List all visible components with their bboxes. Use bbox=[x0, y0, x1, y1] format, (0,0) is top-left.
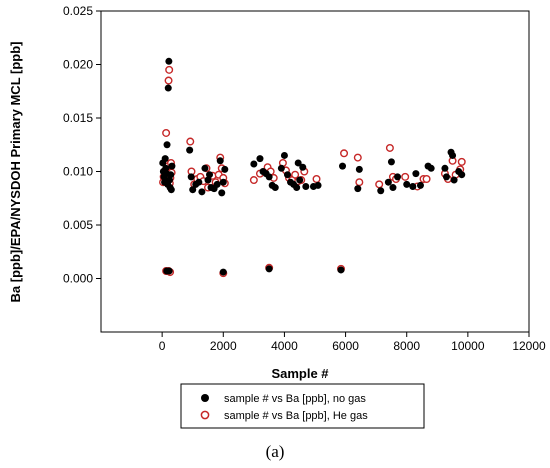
data-point-he-gas bbox=[165, 65, 174, 74]
data-point-no-gas bbox=[165, 176, 173, 184]
data-point-no-gas bbox=[387, 158, 395, 166]
data-point-no-gas bbox=[450, 176, 458, 184]
data-point-no-gas bbox=[271, 184, 279, 192]
data-point-no-gas bbox=[165, 57, 173, 65]
data-point-no-gas bbox=[302, 182, 310, 190]
legend-label-no-gas: sample # vs Ba [ppb], no gas bbox=[224, 393, 366, 405]
data-point-no-gas bbox=[412, 170, 420, 178]
data-point-no-gas bbox=[441, 164, 449, 172]
data-point-he-gas bbox=[340, 149, 349, 158]
data-point-he-gas bbox=[385, 143, 394, 152]
legend-box bbox=[180, 383, 425, 429]
x-tick-label: 8000 bbox=[393, 339, 420, 353]
data-point-no-gas bbox=[165, 267, 173, 275]
data-point-he-gas bbox=[401, 172, 410, 181]
data-point-no-gas bbox=[354, 185, 362, 193]
data-point-no-gas bbox=[161, 155, 169, 163]
data-point-no-gas bbox=[164, 84, 172, 92]
data-point-no-gas bbox=[206, 171, 214, 179]
data-point-no-gas bbox=[168, 162, 176, 170]
data-point-no-gas bbox=[394, 173, 402, 181]
data-point-no-gas bbox=[427, 164, 435, 172]
data-point-no-gas bbox=[355, 165, 363, 173]
data-point-he-gas bbox=[186, 137, 195, 146]
data-point-he-gas bbox=[375, 180, 384, 189]
data-point-no-gas bbox=[403, 180, 411, 188]
data-point-no-gas bbox=[201, 164, 209, 172]
data-point-no-gas bbox=[250, 160, 258, 168]
y-tick-label: 0.000 bbox=[63, 272, 93, 286]
data-point-no-gas bbox=[299, 163, 307, 171]
data-point-no-gas bbox=[198, 188, 206, 196]
data-point-no-gas bbox=[389, 184, 397, 192]
data-point-no-gas bbox=[294, 159, 302, 167]
y-tick-label: 0.010 bbox=[63, 165, 93, 179]
x-axis-title: Sample # bbox=[271, 366, 329, 381]
y-tick-label: 0.025 bbox=[63, 4, 93, 18]
series-no-gas bbox=[159, 57, 466, 276]
data-point-no-gas bbox=[280, 151, 288, 159]
data-point-no-gas bbox=[218, 189, 226, 197]
x-tick-label: 2000 bbox=[210, 339, 237, 353]
data-point-he-gas bbox=[353, 153, 362, 162]
data-point-no-gas bbox=[409, 182, 417, 190]
x-tick-label: 6000 bbox=[332, 339, 359, 353]
data-point-no-gas bbox=[195, 178, 203, 186]
data-point-no-gas bbox=[458, 171, 466, 179]
data-point-no-gas bbox=[187, 173, 195, 181]
data-point-no-gas bbox=[283, 171, 291, 179]
data-point-no-gas bbox=[277, 164, 285, 172]
data-point-no-gas bbox=[339, 162, 347, 170]
legend-label-he-gas: sample # vs Ba [ppb], He gas bbox=[224, 410, 368, 422]
data-point-no-gas bbox=[219, 268, 227, 276]
data-point-he-gas bbox=[355, 178, 364, 187]
data-point-he-gas bbox=[291, 170, 300, 179]
y-axis-title: Ba [ppb]/EPA/NYSDOH Primary MCL [ppb] bbox=[8, 42, 23, 303]
data-point-no-gas bbox=[442, 173, 450, 181]
legend-marker-no-gas bbox=[201, 394, 209, 402]
data-point-no-gas bbox=[186, 146, 194, 154]
data-point-no-gas bbox=[189, 186, 197, 194]
data-point-no-gas bbox=[296, 176, 304, 184]
data-point-no-gas bbox=[167, 171, 175, 179]
x-tick-label: 4000 bbox=[271, 339, 298, 353]
y-axis: 0.000 0.005 0.010 0.015 0.020 0.025 bbox=[63, 4, 101, 286]
data-point-no-gas bbox=[314, 181, 322, 189]
y-tick-label: 0.020 bbox=[63, 58, 93, 72]
data-point-no-gas bbox=[256, 155, 264, 163]
data-point-no-gas bbox=[265, 173, 273, 181]
x-tick-label: 0 bbox=[159, 339, 166, 353]
data-point-no-gas bbox=[416, 181, 424, 189]
data-point-no-gas bbox=[219, 178, 227, 186]
data-point-no-gas bbox=[204, 176, 212, 184]
data-point-he-gas bbox=[162, 128, 171, 137]
data-point-no-gas bbox=[449, 151, 457, 159]
x-tick-label: 10000 bbox=[451, 339, 485, 353]
x-tick-label: 12000 bbox=[512, 339, 546, 353]
data-point-no-gas bbox=[265, 265, 273, 273]
x-axis: 0 2000 4000 6000 8000 10000 12000 bbox=[159, 332, 546, 353]
data-point-no-gas bbox=[293, 184, 301, 192]
data-point-no-gas bbox=[377, 187, 385, 195]
data-point-he-gas bbox=[457, 157, 466, 166]
data-point-he-gas bbox=[312, 174, 321, 183]
legend-marker-he-gas bbox=[200, 410, 210, 420]
data-point-he-gas bbox=[164, 76, 173, 85]
data-point-no-gas bbox=[162, 164, 170, 172]
legend: sample # vs Ba [ppb], no gas sample # vs… bbox=[180, 383, 425, 429]
data-point-no-gas bbox=[337, 266, 345, 274]
data-point-no-gas bbox=[163, 141, 171, 149]
figure-caption: (a) bbox=[266, 442, 285, 461]
data-point-no-gas bbox=[213, 180, 221, 188]
data-point-no-gas bbox=[221, 165, 229, 173]
data-point-he-gas bbox=[249, 176, 258, 185]
y-tick-label: 0.005 bbox=[63, 218, 93, 232]
data-point-he-gas bbox=[422, 174, 431, 183]
y-tick-label: 0.015 bbox=[63, 111, 93, 125]
data-point-no-gas bbox=[216, 157, 224, 165]
data-point-no-gas bbox=[384, 178, 392, 186]
data-point-no-gas bbox=[167, 186, 175, 194]
